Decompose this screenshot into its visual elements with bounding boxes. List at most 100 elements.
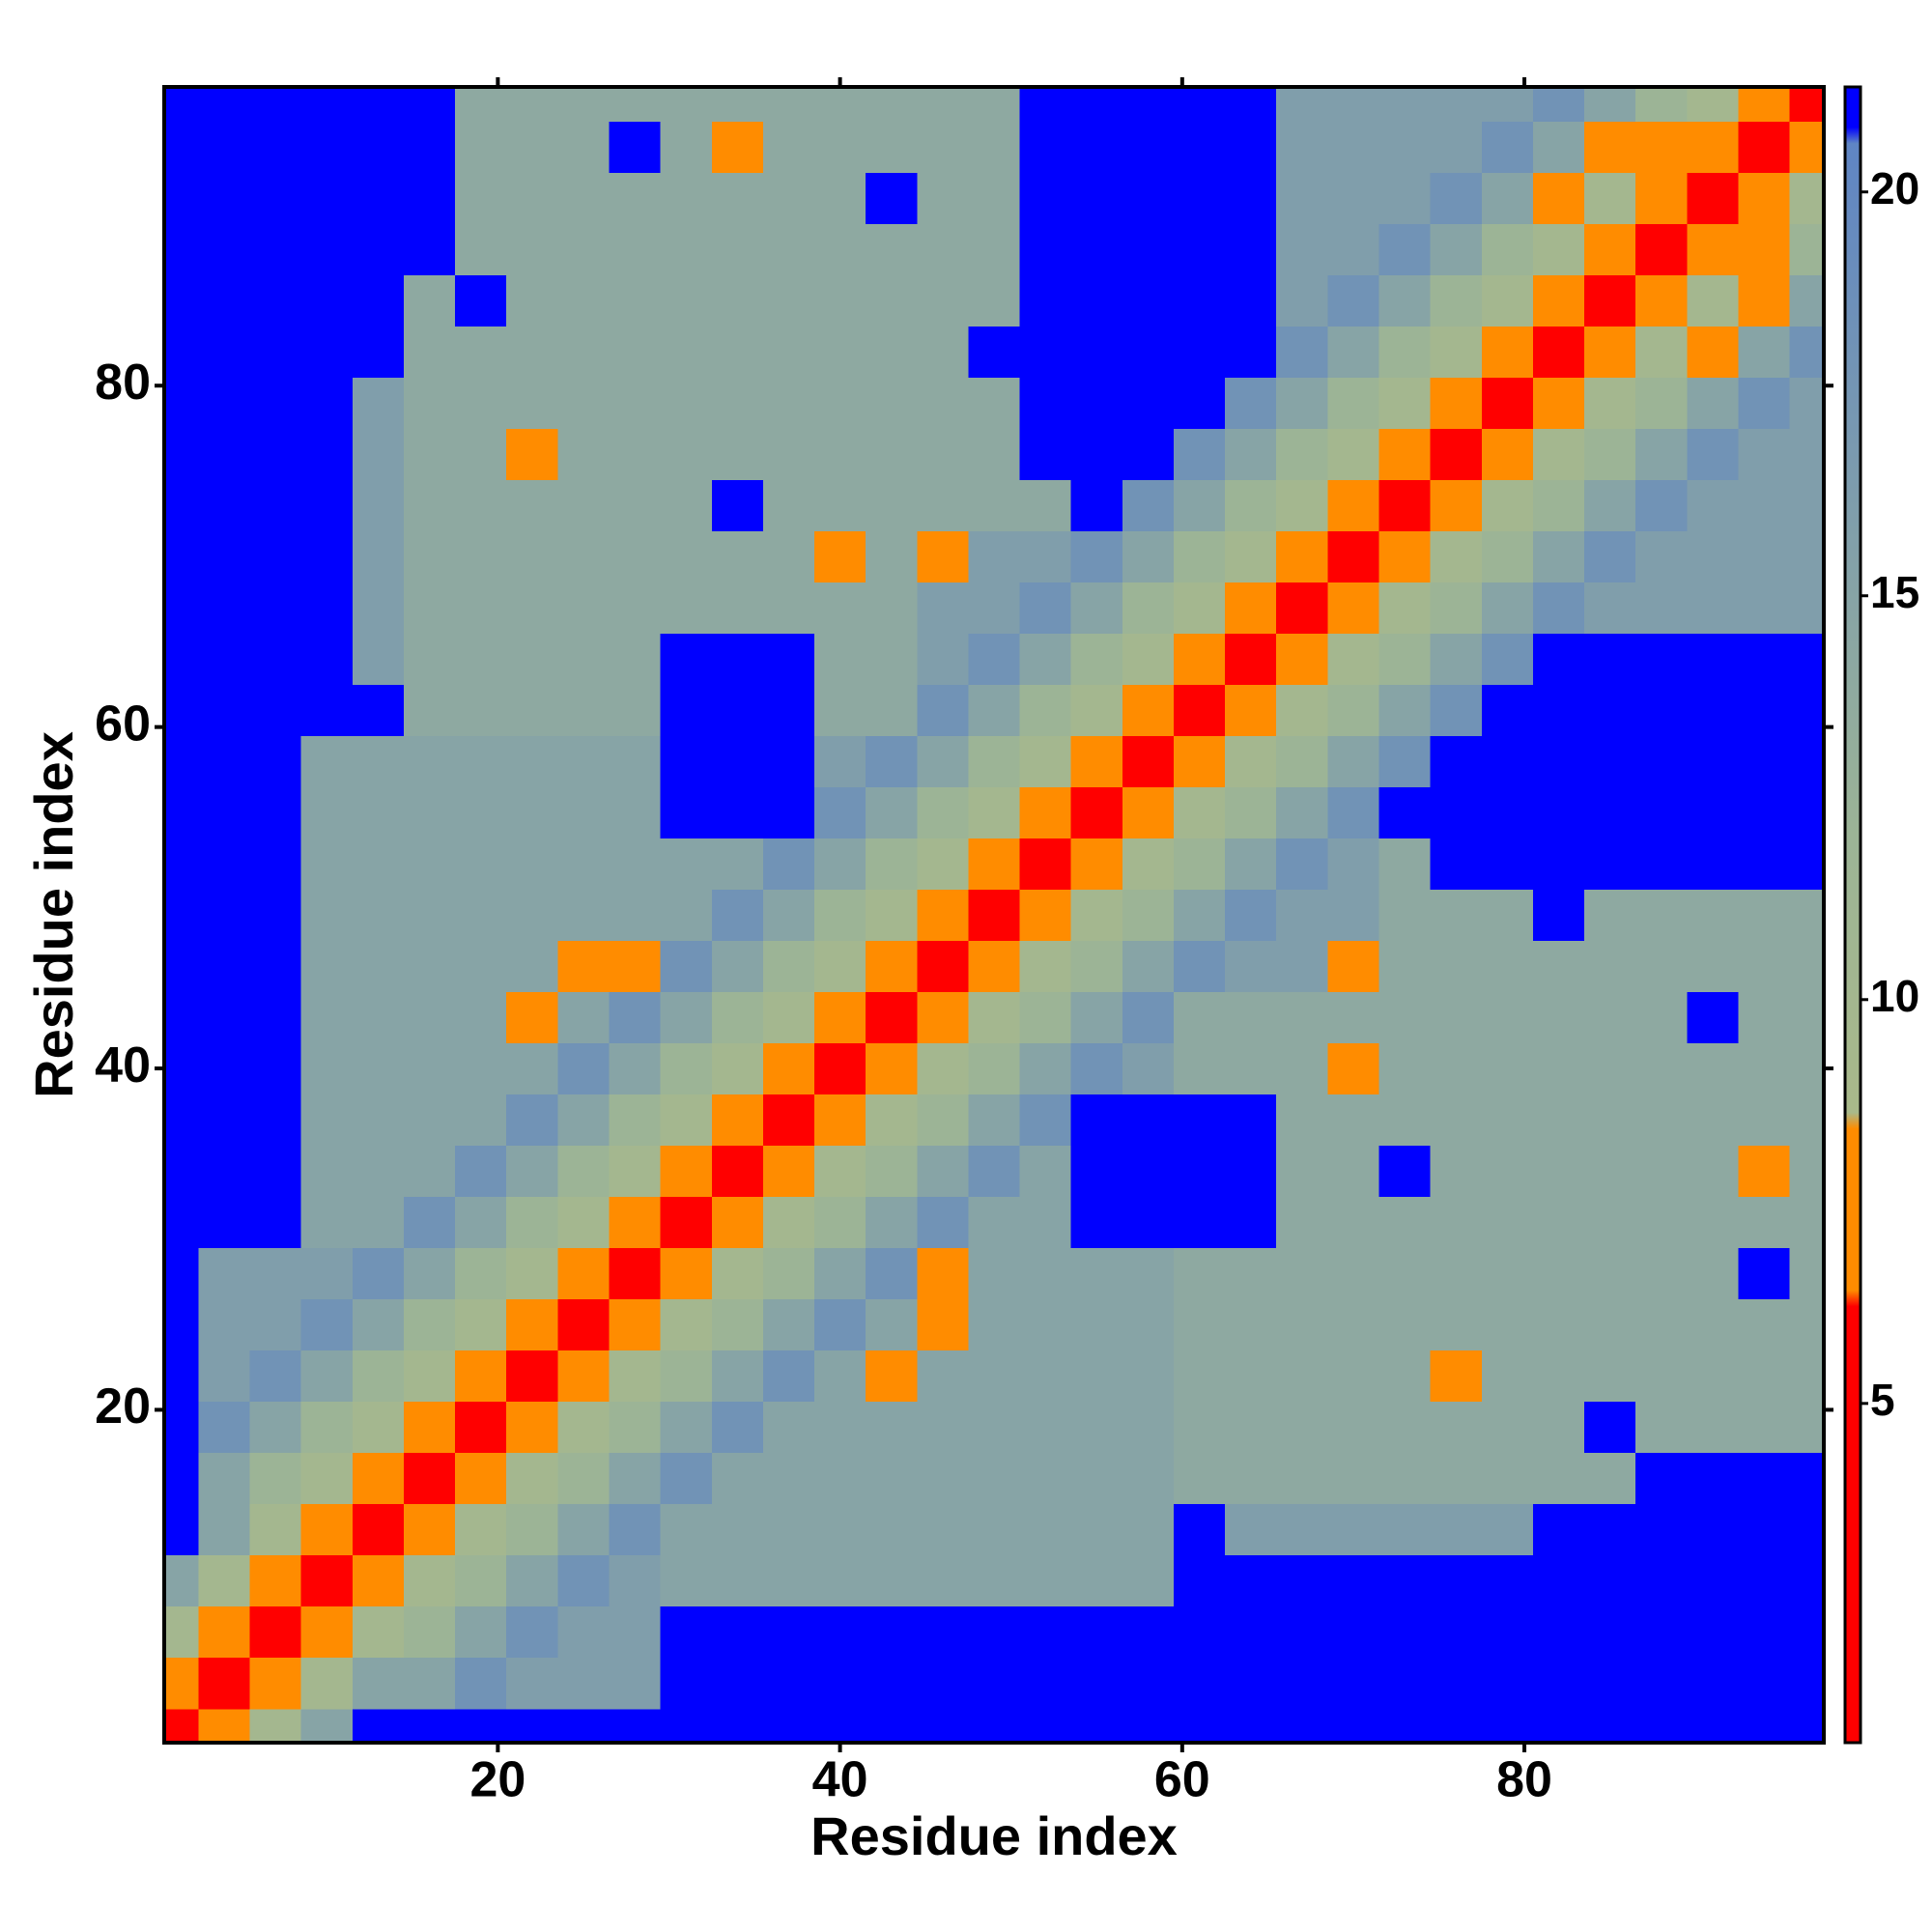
heatmap-cell: [1327, 582, 1380, 635]
heatmap-cell: [968, 87, 1021, 122]
heatmap-cell: [1635, 786, 1688, 839]
heatmap-cell: [1070, 377, 1123, 430]
heatmap-cell: [403, 1094, 456, 1147]
heatmap-cell: [1687, 1401, 1740, 1454]
heatmap-cell: [762, 479, 815, 532]
heatmap-cell: [814, 1247, 867, 1300]
heatmap-cell: [198, 735, 251, 788]
heatmap-cell: [968, 582, 1021, 635]
heatmap-cell: [762, 1145, 815, 1198]
heatmap-cell: [1584, 1145, 1636, 1198]
heatmap-cell: [455, 172, 507, 224]
heatmap-cell: [968, 326, 1021, 378]
heatmap-cell: [1481, 889, 1534, 942]
heatmap-cell: [1789, 582, 1824, 635]
heatmap-cell: [762, 684, 815, 737]
heatmap-cell: [1378, 326, 1432, 378]
heatmap-cell: [814, 1196, 867, 1249]
heatmap-cell: [1635, 1145, 1688, 1198]
heatmap-cell: [300, 1350, 354, 1403]
heatmap-cell: [1738, 121, 1791, 173]
heatmap-cell: [1378, 121, 1432, 173]
heatmap-cell: [762, 530, 815, 583]
heatmap-cell: [1738, 428, 1791, 481]
heatmap-cell: [1584, 172, 1636, 224]
y-tick-label: 20: [95, 1378, 151, 1435]
heatmap-cell: [762, 838, 815, 891]
heatmap-cell: [1635, 735, 1688, 788]
heatmap-cell: [917, 1094, 970, 1147]
heatmap-cell: [1276, 377, 1328, 430]
heatmap-cell: [352, 582, 405, 635]
heatmap-cell: [198, 121, 251, 173]
heatmap-cell: [1327, 1247, 1380, 1300]
heatmap-cell: [866, 1401, 918, 1454]
heatmap-cell: [557, 326, 611, 378]
heatmap-cell: [1635, 274, 1688, 327]
heatmap-cell: [403, 1145, 456, 1198]
heatmap-cell: [866, 172, 918, 224]
heatmap-cell: [198, 1145, 251, 1198]
heatmap-cell: [1635, 889, 1688, 942]
colorbar-tick-label: 10: [1870, 971, 1919, 1021]
heatmap-cell: [609, 1503, 662, 1556]
heatmap-cell: [1173, 684, 1226, 737]
heatmap-cell: [403, 1298, 456, 1351]
heatmap-cell: [762, 326, 815, 378]
heatmap-cell: [1738, 633, 1791, 686]
heatmap-cell: [352, 530, 405, 583]
heatmap-cell: [1070, 1401, 1123, 1454]
heatmap-cell: [403, 121, 456, 173]
plot-frame: [162, 85, 1826, 1745]
heatmap-cell: [1789, 121, 1824, 173]
heatmap-cell: [1789, 940, 1824, 993]
heatmap-cell: [249, 786, 302, 839]
heatmap-cell: [1173, 940, 1226, 993]
heatmap-cell: [1122, 838, 1175, 891]
heatmap-cell: [1276, 1605, 1328, 1659]
heatmap-cell: [1276, 1298, 1328, 1351]
heatmap-cell: [164, 684, 200, 737]
heatmap-cell: [557, 1657, 611, 1710]
heatmap-cell: [1789, 172, 1824, 224]
heatmap-cell: [762, 1196, 815, 1249]
heatmap-cell: [1122, 1401, 1175, 1454]
heatmap-cell: [506, 991, 558, 1044]
heatmap-cell: [164, 121, 200, 173]
heatmap-cell: [1225, 1094, 1277, 1147]
heatmap-cell: [403, 428, 456, 481]
heatmap-cell: [1687, 1094, 1740, 1147]
heatmap-cell: [1789, 530, 1824, 583]
heatmap-cell: [1070, 479, 1123, 532]
heatmap-cell: [352, 1247, 405, 1300]
heatmap-cell: [1276, 735, 1328, 788]
heatmap-cell: [660, 1605, 713, 1659]
heatmap-cell: [249, 1708, 302, 1743]
heatmap-cell: [506, 530, 558, 583]
heatmap-cell: [249, 1452, 302, 1505]
heatmap-cell: [1327, 684, 1380, 737]
heatmap-cell: [1122, 479, 1175, 532]
heatmap-cell: [198, 428, 251, 481]
heatmap-cell: [249, 326, 302, 378]
heatmap-cell: [1430, 582, 1483, 635]
heatmap-cell: [711, 428, 764, 481]
heatmap-cell: [968, 121, 1021, 173]
x-tick-label: 60: [1154, 1752, 1210, 1808]
heatmap-cell: [455, 838, 507, 891]
heatmap-cell: [506, 1554, 558, 1607]
heatmap-cell: [711, 1247, 764, 1300]
heatmap-cell: [455, 582, 507, 635]
heatmap-cell: [609, 274, 662, 327]
heatmap-cell: [1327, 121, 1380, 173]
heatmap-cell: [1481, 1657, 1534, 1710]
heatmap-cell: [164, 326, 200, 378]
heatmap-cell: [1378, 735, 1432, 788]
heatmap-cell: [1532, 1350, 1585, 1403]
heatmap-cell: [557, 1247, 611, 1300]
heatmap-cell: [1584, 684, 1636, 737]
heatmap-cell: [1635, 121, 1688, 173]
heatmap-cell: [1327, 428, 1380, 481]
heatmap-cell: [814, 991, 867, 1044]
heatmap-cell: [1225, 684, 1277, 737]
